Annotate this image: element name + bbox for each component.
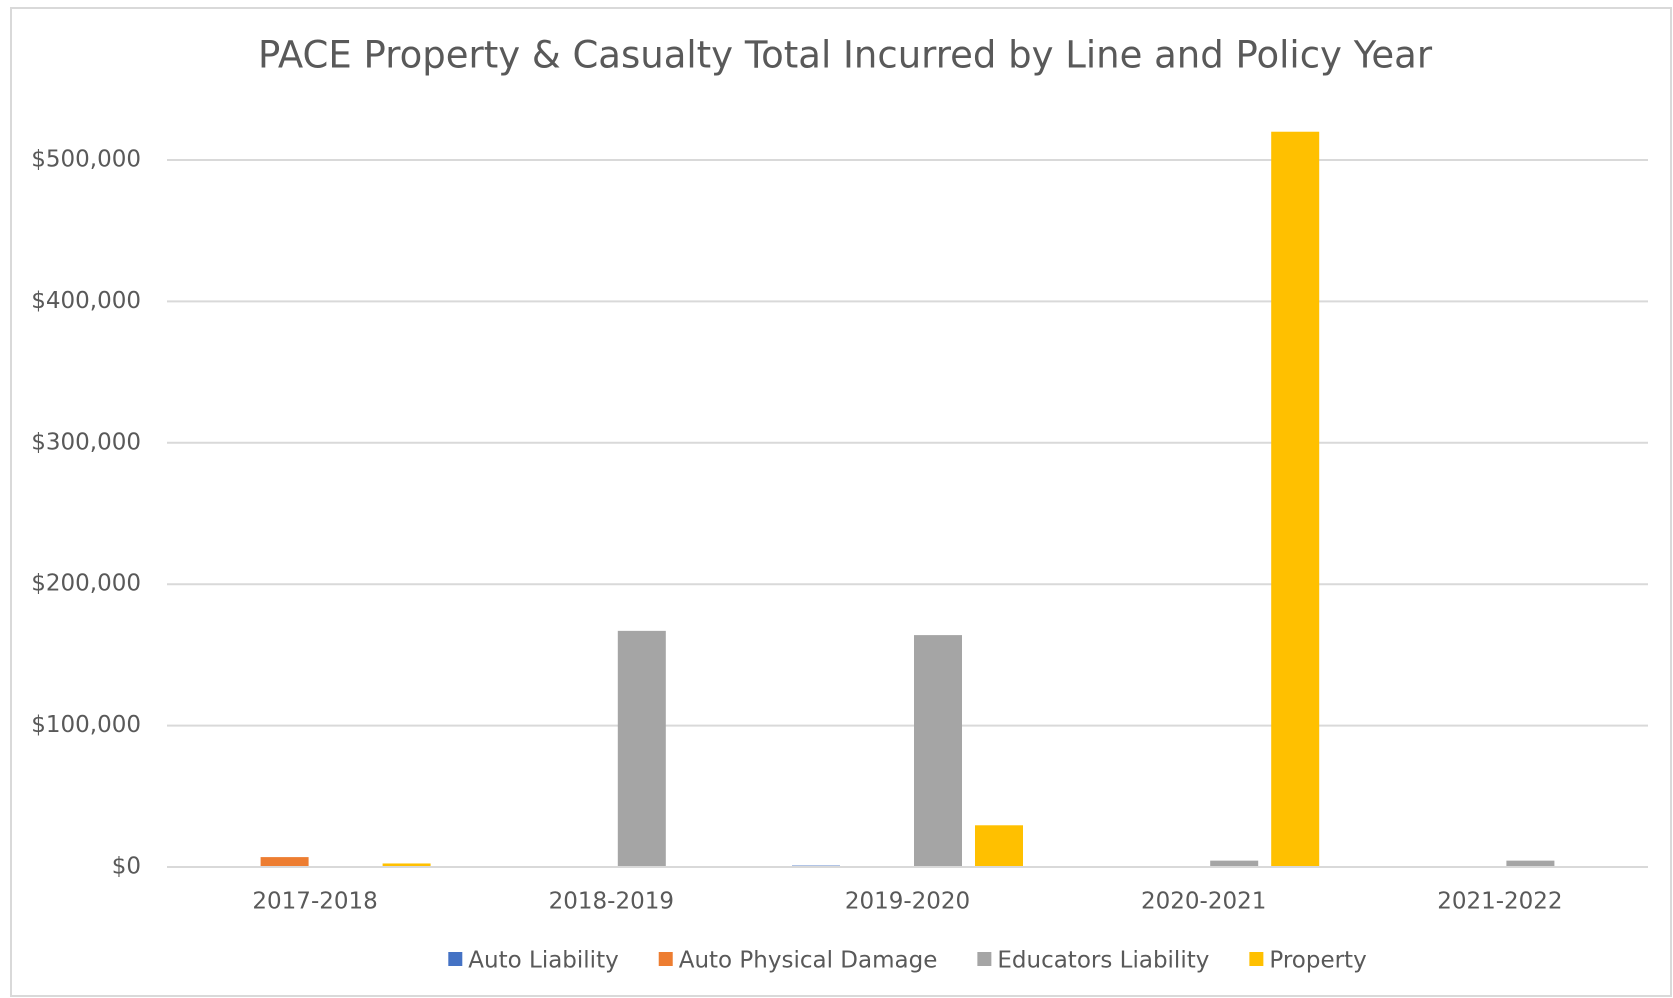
bar xyxy=(1271,131,1320,868)
bar xyxy=(1210,860,1259,867)
x-tick-label: 2017-2018 xyxy=(252,889,377,915)
legend-label: Auto Liability xyxy=(468,948,618,974)
bar xyxy=(260,857,309,867)
y-tick-label: $300,000 xyxy=(31,429,141,455)
x-tick-label: 2018-2019 xyxy=(549,889,674,915)
y-tick-label: $200,000 xyxy=(31,571,141,597)
bar xyxy=(914,635,962,867)
y-tick-label: $400,000 xyxy=(31,288,141,314)
y-tick-label: $100,000 xyxy=(31,712,141,738)
legend-swatch xyxy=(1249,952,1264,966)
legend-swatch xyxy=(977,952,992,966)
legend-swatch xyxy=(448,952,463,966)
y-tick-label: $500,000 xyxy=(31,147,141,173)
legend-swatch xyxy=(658,952,673,966)
legend-label: Educators Liability xyxy=(997,948,1209,974)
x-tick-label: 2020-2021 xyxy=(1141,889,1266,915)
bar xyxy=(975,825,1023,867)
x-tick-label: 2021-2022 xyxy=(1437,889,1562,915)
bar xyxy=(1506,860,1555,867)
legend-label: Auto Physical Damage xyxy=(679,948,938,974)
legend-label: Property xyxy=(1269,948,1366,974)
y-tick-label: $0 xyxy=(112,854,141,880)
chart-border xyxy=(10,7,1672,997)
x-tick-label: 2019-2020 xyxy=(845,889,970,915)
bar xyxy=(382,863,431,867)
bar xyxy=(617,630,666,867)
chart-title: PACE Property & Casualty Total Incurred … xyxy=(258,34,1433,77)
